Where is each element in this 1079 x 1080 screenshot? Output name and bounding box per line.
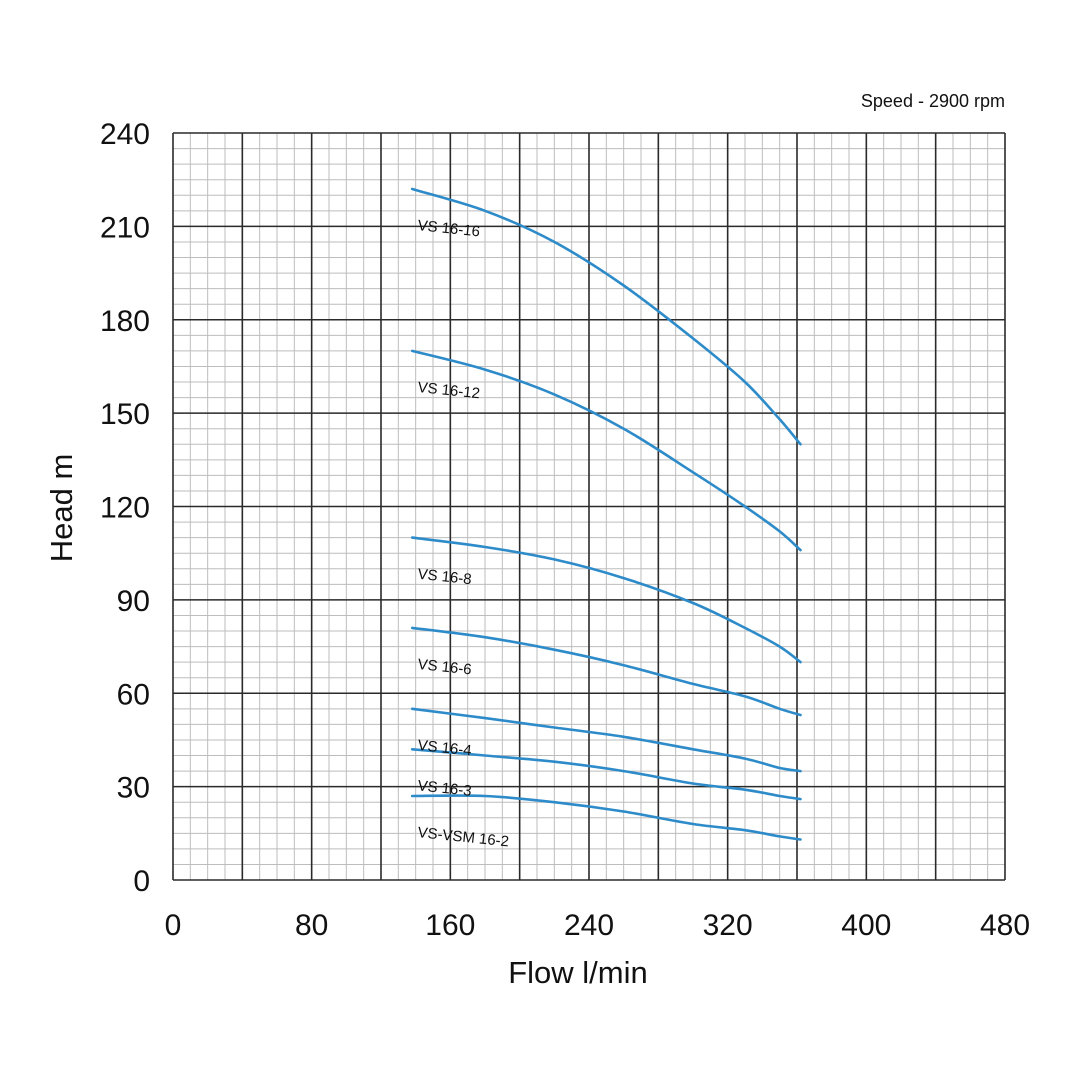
y-tick-label: 240 — [100, 118, 150, 151]
major-gridlines — [172, 132, 1006, 881]
series-label: VS 16-16 — [417, 217, 481, 240]
y-axis-ticks: 0 30 60 90 120 150 180 210 240 — [100, 118, 150, 898]
series-label: VS 16-12 — [417, 379, 481, 402]
y-tick-label: 30 — [117, 772, 150, 805]
x-tick-label: 80 — [295, 909, 328, 942]
curve-vs-16-8 — [410, 536, 802, 664]
x-axis-ticks: 0 80 160 240 320 400 480 — [165, 909, 1030, 942]
performance-curves — [410, 187, 802, 841]
x-tick-label: 320 — [703, 909, 753, 942]
y-tick-label: 90 — [117, 585, 150, 618]
x-axis-title: Flow l/min — [508, 955, 648, 990]
curve-vs-16-12 — [410, 349, 802, 552]
series-label: VS 16-3 — [417, 777, 473, 800]
series-label: VS 16-8 — [417, 566, 473, 589]
y-tick-label: 150 — [100, 398, 150, 431]
series-label: VS 16-6 — [417, 656, 473, 679]
curve-vs-16-6 — [410, 626, 802, 717]
y-axis-title: Head m — [44, 454, 79, 563]
y-tick-label: 210 — [100, 211, 150, 244]
curve-vs-16-4 — [410, 707, 802, 773]
y-tick-label: 0 — [133, 865, 150, 898]
x-tick-label: 400 — [841, 909, 891, 942]
curve-vs-16-16 — [410, 187, 802, 446]
x-tick-label: 0 — [165, 909, 182, 942]
y-tick-label: 180 — [100, 305, 150, 338]
speed-annotation: Speed - 2900 rpm — [861, 91, 1005, 111]
series-label: VS 16-4 — [417, 737, 473, 760]
x-tick-label: 160 — [425, 909, 475, 942]
y-tick-label: 60 — [117, 678, 150, 711]
y-tick-label: 120 — [100, 492, 150, 525]
curve-vs-16-3 — [410, 748, 802, 801]
x-tick-label: 480 — [980, 909, 1030, 942]
x-tick-label: 240 — [564, 909, 614, 942]
curve-vs-vsm-16-2 — [410, 794, 802, 841]
